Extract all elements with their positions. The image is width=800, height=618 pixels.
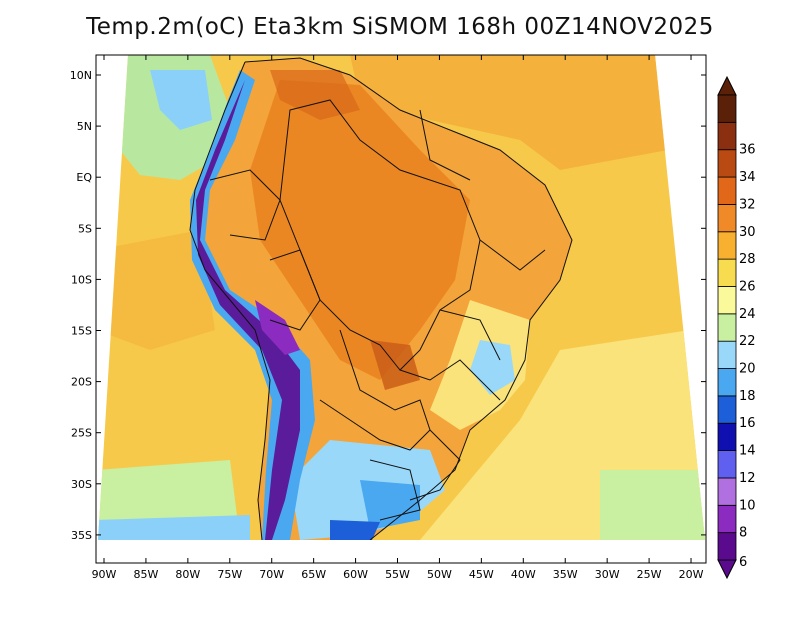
map-frame (95, 54, 707, 564)
lon-tick-label: 35W (553, 568, 578, 581)
lat-tick-label: 35S (71, 529, 92, 542)
colorbar-label: 26 (739, 279, 756, 294)
country-borders (189, 57, 573, 540)
lat-tick-label: 10N (70, 69, 92, 82)
colorbar-label: 22 (739, 334, 756, 349)
colorbar-label: 32 (739, 197, 756, 212)
lon-tick-label: 40W (511, 568, 536, 581)
andes-mid-band (255, 300, 300, 355)
colorbar-label: 24 (739, 307, 756, 322)
hot-north-field (270, 70, 360, 120)
lon-tick-label: 75W (217, 568, 242, 581)
colorbar-cell (717, 121, 737, 151)
lat-tick-label: 15S (71, 325, 92, 338)
colorbar-cell (717, 368, 737, 397)
lon-tick-label: 90W (92, 568, 117, 581)
lat-tick-label: 30S (71, 478, 92, 491)
colorbar-label: 16 (739, 416, 756, 431)
colorbar-label: 36 (739, 143, 756, 158)
colorbar-cell (717, 313, 737, 342)
colorbar-cell (717, 450, 737, 479)
colorbar-cell (717, 258, 737, 287)
colorbar-cell (717, 149, 737, 178)
colorbar-cell (717, 286, 737, 315)
colorbar-label: 10 (739, 498, 756, 513)
cooler-south-atlantic (600, 470, 705, 540)
colorbar-cell (717, 340, 737, 369)
colorbar-label: 34 (739, 170, 756, 185)
lon-tick-label: 80W (175, 568, 200, 581)
colorbar-cell (717, 231, 737, 260)
warm-pacific-field (98, 230, 215, 350)
colorbar-max-arrow (717, 75, 737, 96)
cold-south-corner (98, 515, 250, 540)
lon-tick-label: 70W (259, 568, 284, 581)
lon-tick-label: 45W (469, 568, 494, 581)
colorbar: 6 8 10 12 14 16 18 20 22 24 26 28 30 32 34 36 (717, 75, 756, 580)
hot-amazon-field (250, 80, 470, 380)
map-title: Temp.2m(oC) Eta3km SiSMOM 168h 00Z14NOV2… (86, 14, 714, 40)
colorbar-label: 6 (739, 555, 747, 570)
colorbar-label: 20 (739, 362, 756, 377)
warm-atlantic-field (350, 55, 668, 170)
colder-pacific-north (150, 70, 212, 130)
colorbar-label: 30 (739, 225, 756, 240)
lat-tick-label: 25S (71, 427, 92, 440)
colorbar-label: 18 (739, 389, 756, 404)
lon-tick-label: 55W (385, 568, 410, 581)
hot-central-field (370, 340, 420, 390)
lat-tick-label: EQ (76, 171, 92, 184)
colorbar-cell (717, 94, 737, 123)
colorbar-cell (717, 422, 737, 451)
coldest-south-field (330, 520, 380, 540)
colorbar-cell (717, 204, 737, 233)
colorbar-label: 14 (739, 444, 756, 459)
colorbar-cell (717, 532, 737, 561)
colorbar-label: 12 (739, 471, 756, 486)
lon-tick-label: 30W (595, 568, 620, 581)
lat-tick-label: 10S (71, 273, 92, 286)
lon-tick-label: 25W (637, 568, 662, 581)
lon-tick-label: 50W (427, 568, 452, 581)
lon-tick-label: 20W (679, 568, 704, 581)
colorbar-label: 28 (739, 252, 756, 267)
colorbar-cell (717, 477, 737, 506)
colorbar-cell (717, 504, 737, 534)
colorbar-cell (717, 176, 737, 205)
lon-tick-label: 60W (343, 568, 368, 581)
colder-south-field (360, 480, 420, 530)
colorbar-min-arrow (717, 559, 737, 580)
lat-tick-label: 5N (77, 120, 92, 133)
colorbar-cell (717, 395, 737, 424)
lon-tick-label: 85W (133, 568, 158, 581)
longitude-axis: 90W 85W 80W 75W 70W 65W 60W 55W 50W 45W 40W 35W 30W 2… (92, 55, 704, 581)
latitude-axis: 10N 5N EQ 5S 10S 15S 20S 25S 30S 35S (70, 69, 706, 542)
lat-tick-label: 5S (78, 222, 92, 235)
lat-tick-label: 20S (71, 376, 92, 389)
lon-tick-label: 65W (301, 568, 326, 581)
colorbar-label: 8 (739, 526, 747, 541)
